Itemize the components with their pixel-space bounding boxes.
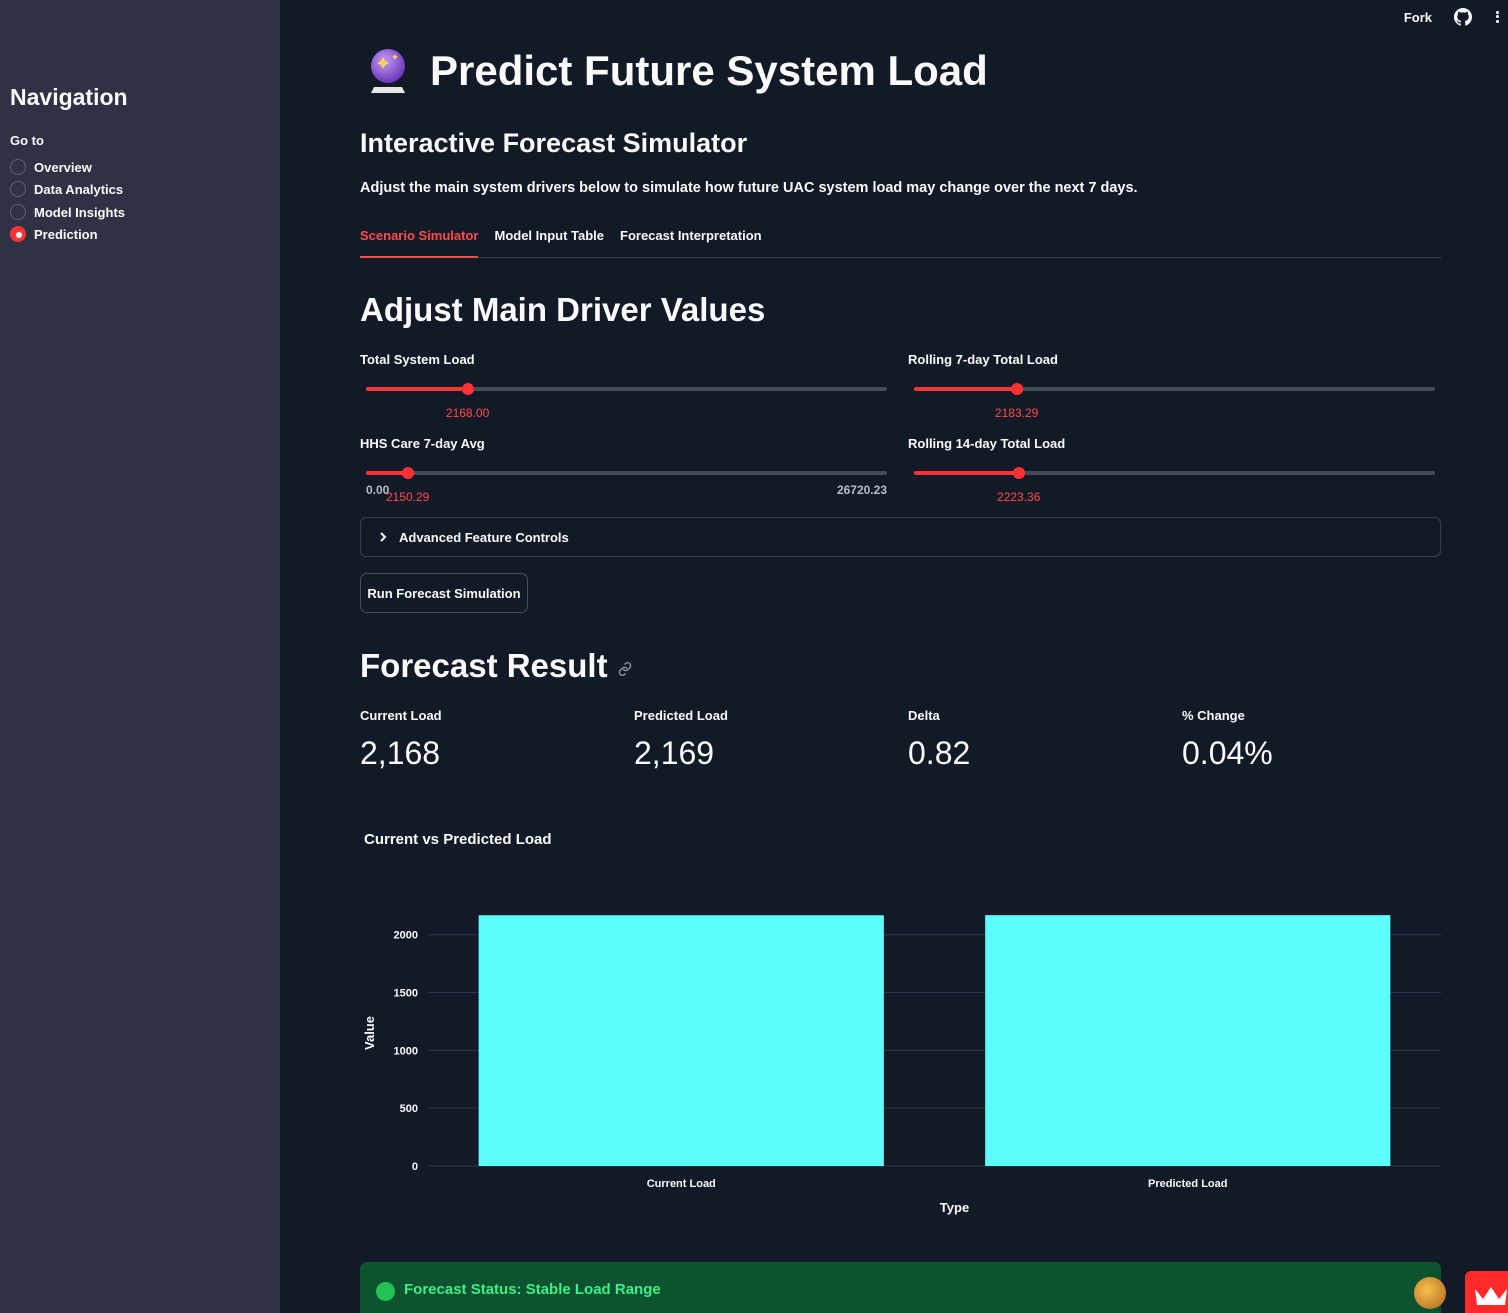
advanced-feature-controls-expander[interactable]: Advanced Feature Controls	[360, 517, 1441, 557]
slider-max-label: 26720.23	[836, 483, 887, 497]
slider-rolling-7-day-total-load: Rolling 7-day Total Load 2183.29	[908, 352, 1436, 432]
metric-value: 2,168	[360, 735, 441, 771]
crown-icon	[1475, 1287, 1507, 1305]
metric-predicted-load: Predicted Load 2,169	[634, 708, 894, 772]
forecast-result-heading: Forecast Result	[360, 647, 634, 685]
y-tick-label: 2000	[394, 930, 418, 942]
kebab-menu-icon[interactable]	[1490, 8, 1504, 26]
header-toolbar: Fork	[1404, 8, 1508, 26]
github-icon[interactable]	[1454, 8, 1472, 26]
slider-fill	[914, 387, 1017, 391]
page-title: Predict Future System Load	[430, 47, 988, 94]
goto-label: Go to	[10, 133, 44, 148]
metric-value: 2,169	[634, 735, 715, 771]
metric-value: 0.04%	[1182, 735, 1273, 771]
page-description: Adjust the main system drivers below to …	[360, 180, 1138, 196]
slider-label: HHS Care 7-day Avg	[360, 436, 485, 451]
slider-value: 2183.29	[994, 406, 1039, 420]
slider-track[interactable]: 2150.29	[366, 467, 887, 504]
slider-thumb[interactable]	[401, 467, 414, 479]
bar	[985, 915, 1391, 1166]
tab-scenario-simulator[interactable]: Scenario Simulator	[360, 228, 479, 258]
sidebar-item-overview[interactable]: Overview	[10, 159, 92, 175]
slider-min-label: 0.00	[366, 483, 390, 497]
link-icon[interactable]	[616, 660, 634, 678]
metric-current-load: Current Load 2,168	[360, 708, 620, 772]
metric-value: 0.82	[908, 735, 971, 771]
y-tick-label: 0	[412, 1161, 418, 1173]
metric-label: % Change	[1182, 708, 1245, 723]
page-subtitle: Interactive Forecast Simulator	[360, 128, 748, 158]
description-text: Adjust the main system drivers below to …	[360, 180, 1089, 196]
metric-label: Current Load	[360, 708, 442, 723]
bar	[478, 915, 884, 1166]
sidebar-item-label: Data Analytics	[34, 181, 124, 197]
forecast-status-text: Forecast Status: Stable Load Range	[404, 1281, 661, 1298]
slider-fill	[366, 387, 468, 391]
tab-bar: Scenario Simulator Model Input Table For…	[360, 228, 1441, 258]
slider-label: Rolling 7-day Total Load	[908, 352, 1058, 367]
slider-value: 2168.00	[445, 406, 490, 420]
sidebar-item-label: Prediction	[34, 226, 98, 242]
slider-track[interactable]: 2183.29	[914, 383, 1435, 420]
slider-hhs-care-7-day-avg: HHS Care 7-day Avg 2150.29 0.00 26720.23	[360, 436, 888, 516]
page-header: Predict Future System Load	[366, 47, 988, 95]
crystal-ball-icon	[371, 49, 405, 93]
metric-label: Predicted Load	[634, 708, 728, 723]
x-tick-label: Current Load	[647, 1178, 716, 1190]
fork-button[interactable]: Fork	[1403, 9, 1432, 25]
forecast-result-title: Forecast Result	[360, 647, 608, 684]
expander-label: Advanced Feature Controls	[399, 529, 569, 545]
y-axis-title: Value	[362, 1016, 377, 1050]
run-forecast-button[interactable]: Run Forecast Simulation	[360, 573, 528, 613]
slider-rolling-14-day-total-load: Rolling 14-day Total Load 2223.36	[908, 436, 1436, 516]
radio-unchecked-icon[interactable]	[10, 181, 26, 197]
sidebar-item-data-analytics[interactable]: Data Analytics	[10, 181, 123, 197]
slider-thumb[interactable]	[1010, 383, 1023, 395]
sidebar-title: Navigation	[10, 84, 128, 110]
sidebar: Navigation Go to Overview Data Analytics…	[0, 0, 280, 1313]
slider-label: Total System Load	[360, 352, 475, 367]
metric-delta: Delta 0.82	[908, 708, 1168, 772]
chevron-right-icon	[380, 532, 387, 542]
slider-value: 2223.36	[997, 490, 1041, 504]
radio-checked-icon[interactable]	[10, 226, 26, 242]
drivers-heading: Adjust Main Driver Values	[360, 291, 766, 328]
sidebar-item-label: Model Insights	[34, 204, 125, 220]
avatar[interactable]	[1414, 1277, 1446, 1309]
slider-thumb[interactable]	[1012, 467, 1025, 479]
y-tick-label: 500	[400, 1103, 418, 1115]
metric-label: Delta	[908, 708, 940, 723]
slider-total-system-load: Total System Load 2168.00	[360, 352, 888, 432]
slider-fill	[366, 471, 408, 475]
y-tick-label: 1000	[394, 1045, 418, 1057]
radio-unchecked-icon[interactable]	[10, 204, 26, 220]
metric-percent-change: % Change 0.04%	[1182, 708, 1442, 772]
tab-forecast-interpretation[interactable]: Forecast Interpretation	[620, 228, 762, 243]
description-days: 7 days.	[1088, 180, 1138, 196]
slider-value: 2150.29	[385, 490, 430, 504]
sidebar-item-label: Overview	[34, 159, 92, 175]
streamlit-badge-icon[interactable]	[1465, 1271, 1508, 1313]
chart-title: Current vs Predicted Load	[364, 831, 552, 848]
y-tick-label: 1500	[394, 988, 418, 1000]
slider-thumb[interactable]	[461, 383, 474, 395]
x-tick-label: Predicted Load	[1148, 1178, 1227, 1190]
radio-unchecked-icon[interactable]	[10, 159, 26, 175]
bar-chart: 0 500 1000 1500 2000 Current Load Predicted Lo…	[362, 915, 1441, 1215]
green-circle-icon	[376, 1282, 395, 1301]
sidebar-item-prediction[interactable]: Prediction	[10, 226, 98, 242]
tab-model-input-table[interactable]: Model Input Table	[494, 228, 605, 243]
x-axis-title: Type	[940, 1200, 969, 1215]
slider-fill	[914, 471, 1019, 475]
sidebar-item-model-insights[interactable]: Model Insights	[10, 204, 125, 220]
slider-track[interactable]: 2168.00	[366, 383, 887, 420]
forecast-status-alert: Forecast Status: Stable Load Range	[360, 1262, 1441, 1313]
slider-label: Rolling 14-day Total Load	[908, 436, 1066, 451]
slider-track[interactable]: 2223.36	[914, 467, 1435, 504]
